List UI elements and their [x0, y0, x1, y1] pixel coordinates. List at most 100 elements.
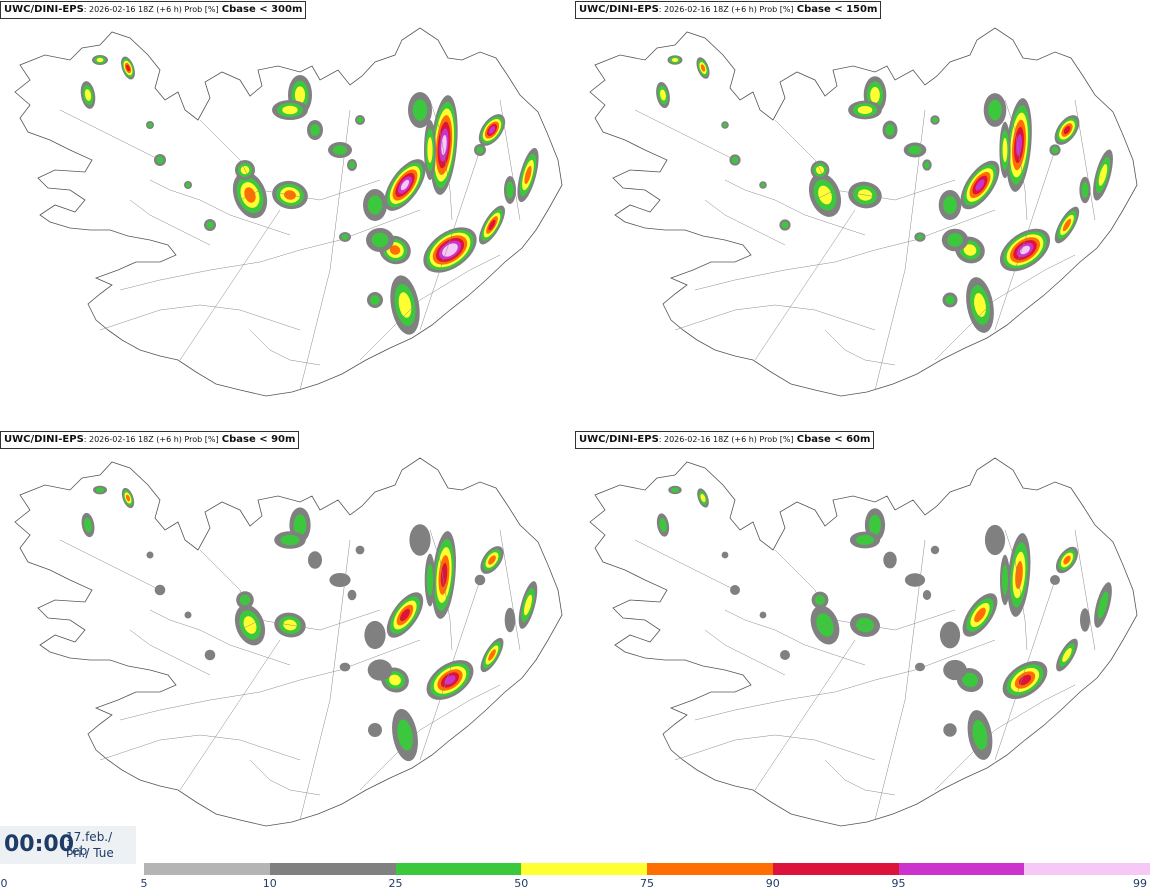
valid-time-box: 00:00 17.feb./ Feb Þri./ Tue — [0, 826, 136, 864]
prob-contour — [780, 650, 790, 660]
colorbar-tick-label: 10 — [262, 877, 277, 890]
boundary-line — [814, 179, 956, 201]
prob-contour — [371, 232, 389, 248]
prob-contour — [349, 161, 355, 169]
prob-contour — [146, 551, 154, 559]
boundary-line — [179, 209, 281, 361]
boundary-line — [674, 734, 876, 761]
prob-contour — [1062, 218, 1072, 232]
boundary-line — [824, 329, 896, 366]
boundary-line — [674, 304, 876, 331]
boundary-line — [934, 254, 1076, 361]
boundary-line — [634, 109, 736, 161]
boundary-line — [129, 629, 211, 676]
prob-contour — [347, 589, 357, 601]
map-panel-1: UWC/DINI-EPS: 2026-02-16 18Z (+6 h) Prob… — [0, 0, 575, 430]
prob-contour — [412, 99, 428, 121]
boundary-line — [754, 209, 856, 361]
boundary-line — [239, 609, 381, 631]
map-panel-4: UWC/DINI-EPS: 2026-02-16 18Z (+6 h) Prob… — [575, 430, 1150, 860]
boundary-line — [499, 529, 521, 651]
iceland-map — [589, 457, 1138, 827]
prob-contour — [293, 514, 307, 536]
boundary-line — [1004, 99, 1028, 221]
prob-contour — [943, 196, 957, 214]
prob-contour — [389, 245, 401, 255]
boundary-line — [249, 759, 321, 796]
probability-field — [656, 485, 1112, 760]
boundary-line — [704, 629, 786, 676]
model-name: UWC/DINI-EPS — [579, 434, 659, 445]
boundary-line — [149, 609, 291, 666]
prob-contour — [282, 105, 298, 115]
colorbar-tick-label: 25 — [388, 877, 403, 890]
prob-contour — [1080, 608, 1090, 632]
prob-contour — [1098, 164, 1108, 186]
prob-contour — [972, 720, 988, 750]
boundary-line — [1074, 99, 1096, 221]
boundary-line — [199, 119, 251, 181]
boundary-line — [419, 149, 481, 331]
boundary-line — [239, 179, 381, 201]
prob-contour — [367, 195, 383, 215]
boundary-line — [359, 254, 501, 361]
boundary-line — [59, 539, 161, 591]
prob-contour — [988, 99, 1002, 121]
colorbar-tick-label: 0 — [0, 877, 8, 890]
prob-contour — [488, 649, 496, 661]
run-info: : 2026-02-16 18Z (+6 h) Prob [%] — [658, 435, 794, 444]
prob-contour — [1063, 555, 1071, 565]
probability-field — [81, 485, 538, 762]
prob-contour — [975, 179, 985, 191]
prob-contour — [869, 514, 881, 536]
prob-contour — [930, 545, 940, 555]
prob-contour — [355, 545, 365, 555]
prob-contour — [280, 534, 300, 546]
prob-contour — [341, 234, 349, 240]
prob-contour — [857, 106, 873, 114]
prob-contour — [206, 221, 214, 229]
prob-contour — [939, 621, 961, 649]
colorbar-tick-label: 50 — [514, 877, 529, 890]
prob-contour — [294, 86, 306, 104]
prob-contour — [700, 493, 706, 503]
prob-contour — [488, 126, 496, 134]
iceland-map — [14, 27, 563, 397]
prob-contour — [126, 64, 130, 72]
prob-contour — [84, 89, 92, 101]
boundary-line — [754, 639, 856, 791]
prob-contour — [441, 135, 447, 155]
valid-weekday: Þri./ Tue — [66, 846, 114, 860]
iceland-map — [589, 27, 1138, 397]
probability-field — [656, 55, 1113, 333]
prob-contour — [945, 295, 955, 305]
prob-contour — [984, 524, 1006, 556]
prob-contour — [1097, 591, 1109, 619]
boundary-line — [419, 579, 481, 761]
variable-name: Cbase < 150m — [796, 4, 878, 15]
boundary-line — [99, 304, 301, 331]
boundary-line — [824, 759, 896, 796]
boundary-line — [634, 539, 736, 591]
prob-contour — [364, 620, 386, 650]
prob-contour — [671, 58, 679, 62]
boundary-line — [724, 179, 866, 236]
boundary-line — [1074, 529, 1096, 651]
prob-contour — [488, 555, 496, 565]
prob-contour — [1015, 561, 1023, 589]
colorbar-segment — [144, 863, 270, 875]
colorbar-segment — [772, 863, 899, 875]
prob-contour — [400, 608, 410, 622]
iceland-map — [14, 457, 563, 827]
prob-contour — [932, 117, 938, 123]
prob-contour — [427, 137, 433, 163]
prob-contour — [84, 517, 92, 533]
boundary-line — [429, 99, 453, 221]
run-info: : 2026-02-16 18Z (+6 h) Prob [%] — [83, 435, 219, 444]
prob-contour — [671, 487, 679, 493]
prob-contour — [125, 494, 131, 502]
prob-contour — [660, 89, 666, 101]
boundary-line — [774, 549, 826, 611]
boundary-line — [299, 539, 351, 821]
boundary-line — [724, 609, 866, 666]
